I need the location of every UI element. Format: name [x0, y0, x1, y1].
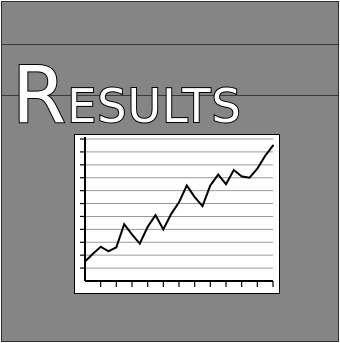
chart-card — [74, 134, 280, 294]
results-line-chart-icon — [80, 137, 274, 287]
series-line — [84, 144, 274, 263]
results-title: RESULTS — [11, 56, 242, 136]
title-initial: R — [11, 51, 68, 141]
title-band: RESULTS — [2, 44, 338, 136]
title-rest: ESULTS — [66, 79, 242, 133]
